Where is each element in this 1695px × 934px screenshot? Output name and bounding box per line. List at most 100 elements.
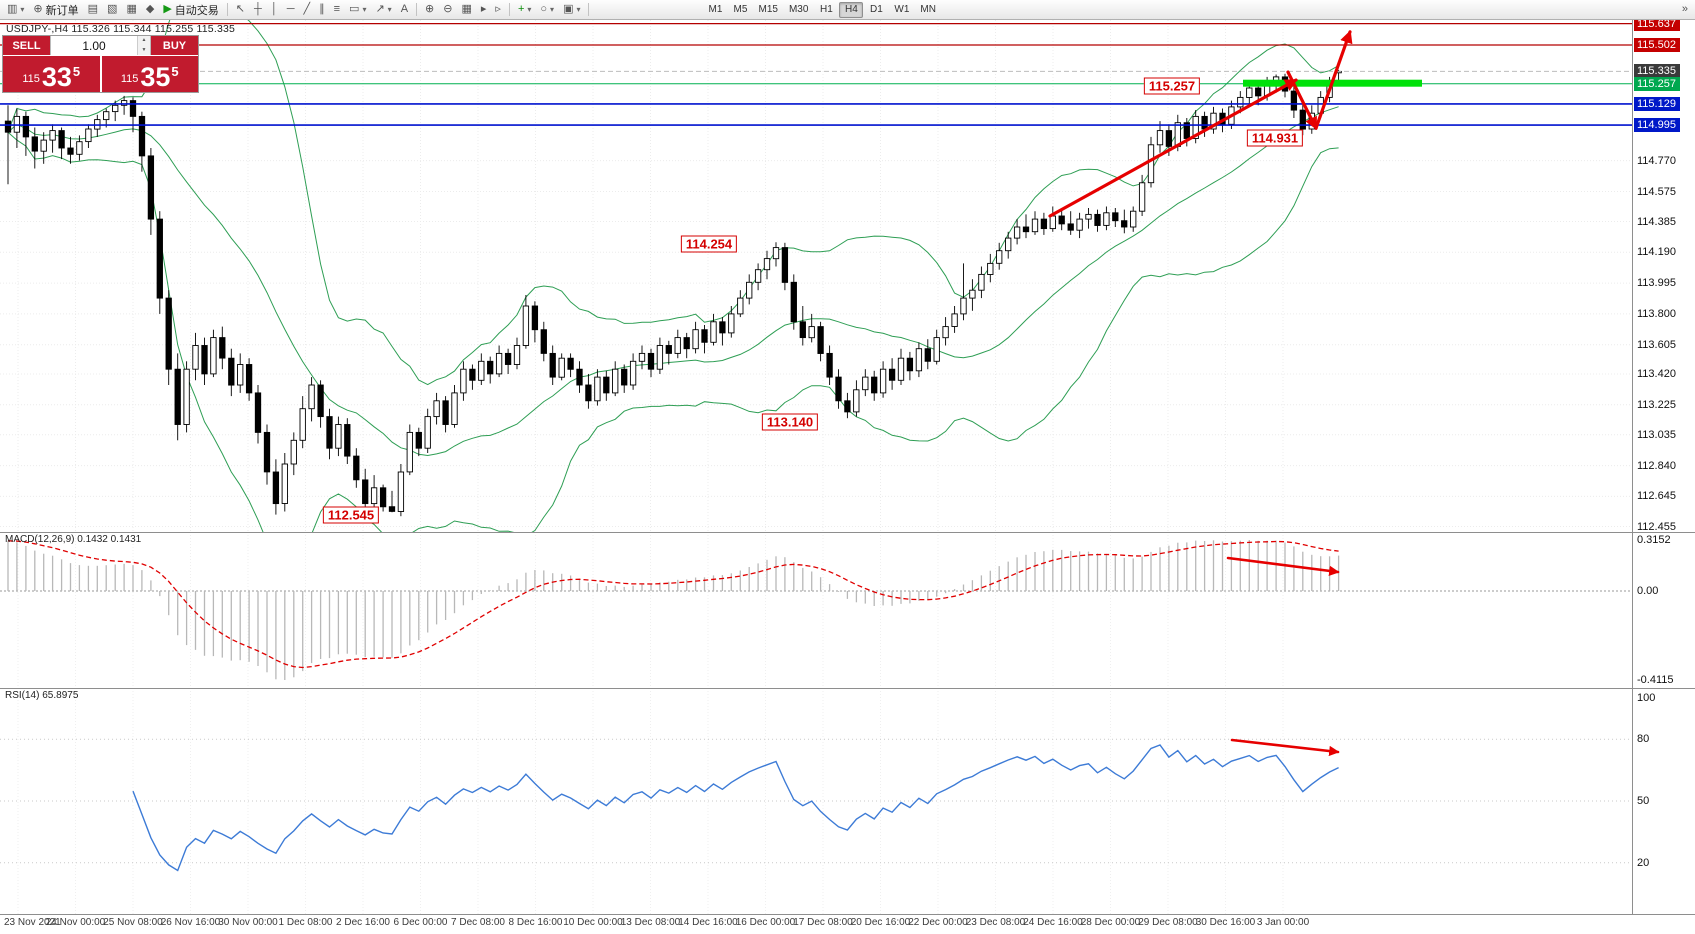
navigator-button[interactable]: ▧ [103, 1, 121, 18]
time-axis-label: 1 Dec 08:00 [278, 917, 333, 928]
horizontal-line-icon: ─ [286, 3, 295, 15]
dropdown-caret-icon[interactable]: ▾ [550, 5, 555, 14]
chart-shift-button[interactable]: ▹ [491, 1, 505, 18]
lot-size-field: 1.00 ▲ ▼ [50, 36, 151, 55]
indicator-scale-label: 80 [1637, 733, 1650, 746]
crosshair-button[interactable]: ┼ [250, 1, 266, 18]
sell-pipette: 5 [72, 64, 81, 79]
price-callout[interactable]: 115.257 [1143, 77, 1201, 95]
dropdown-caret-icon[interactable]: ▾ [20, 5, 25, 14]
toolbar-separator [416, 3, 418, 16]
auto-trading-button[interactable]: ▶ 自动交易 [159, 1, 222, 18]
dropdown-caret-icon[interactable]: ▾ [527, 5, 532, 14]
price-marker-label: 115.637 [1634, 16, 1680, 31]
panel-divider [0, 914, 1695, 915]
sell-price-button[interactable]: 115 33 5 [3, 56, 100, 92]
market-watch-icon: ▤ [87, 3, 99, 15]
trendline-icon: ╱ [303, 3, 311, 15]
timeframe-m5-button[interactable]: M5 [728, 2, 752, 18]
chart-shift-icon: ▹ [495, 3, 501, 15]
timeframe-w1-button[interactable]: W1 [889, 2, 914, 18]
timeframe-h4-button[interactable]: H4 [839, 1, 864, 18]
sell-button[interactable]: SELL [3, 36, 50, 55]
buy-price-button[interactable]: 115 35 5 [101, 56, 198, 92]
timeframe-h1-button[interactable]: H1 [814, 2, 838, 18]
template-button[interactable]: ▣ ▾ [559, 1, 584, 18]
chart-grid [0, 20, 1632, 532]
price-scale-label: 112.455 [1637, 520, 1676, 533]
main-chart-canvas [0, 20, 1632, 532]
panel-divider[interactable] [0, 532, 1695, 533]
auto-scroll-button[interactable]: ▸ [477, 1, 491, 18]
horizontal-level-lines[interactable] [0, 22, 1632, 126]
fibonacci-button[interactable]: ≡ [330, 1, 344, 18]
time-axis-label: 3 Jan 00:00 [1256, 917, 1310, 928]
more-tools-button[interactable]: » [1678, 1, 1692, 18]
buy-pips: 35 [140, 62, 171, 92]
price-scale-label: 113.225 [1637, 398, 1676, 411]
vertical-line-button[interactable]: │ [267, 1, 282, 18]
auto-trading-button-label: 自动交易 [174, 4, 219, 17]
fibonacci-icon: ≡ [333, 3, 341, 15]
auto-scroll-icon: ▸ [480, 3, 487, 15]
add-indicator-button[interactable]: + ▾ [514, 1, 535, 18]
rsi-line [132, 744, 1339, 872]
price-callout[interactable]: 112.545 [322, 506, 380, 524]
shapes-button[interactable]: ▭ ▾ [345, 1, 370, 18]
lot-size-input[interactable]: 1.00 [82, 38, 106, 53]
terminal-button[interactable]: ▦ [122, 1, 140, 18]
time-axis-label: 7 Dec 08:00 [451, 917, 505, 928]
dropdown-caret-icon[interactable]: ▾ [362, 5, 367, 14]
time-axis-label: 16 Dec 00:00 [735, 917, 796, 928]
dropdown-caret-icon[interactable]: ▾ [576, 5, 581, 14]
price-scale-label: 113.420 [1637, 368, 1676, 380]
arrows-button[interactable]: ↗ ▾ [371, 1, 395, 18]
new-chart-button[interactable]: ▥ ▾ [3, 1, 28, 18]
price-scale-label: 112.840 [1637, 459, 1676, 472]
market-watch-button[interactable]: ▤ [84, 1, 102, 18]
sell-big-figure: 115 [22, 73, 40, 85]
toolbar-separator [508, 3, 510, 16]
price-scale-border [1632, 20, 1633, 914]
timeframe-mn-button[interactable]: MN [915, 2, 941, 18]
lot-increase-button[interactable]: ▲ [138, 36, 150, 46]
indicator-scale-label: 50 [1637, 795, 1650, 807]
channel-button[interactable]: ∥ [315, 1, 329, 18]
new-order-button[interactable]: ⊕ 新订单 [29, 1, 82, 18]
price-callout[interactable]: 113.140 [761, 413, 819, 431]
cursor-button[interactable]: ↖ [232, 1, 249, 18]
macd-histogram [7, 540, 1340, 680]
macd-trend-arrow[interactable] [1226, 556, 1340, 577]
time-axis-label: 8 Dec 16:00 [508, 917, 563, 928]
price-callout[interactable]: 114.254 [680, 235, 738, 253]
dropdown-caret-icon[interactable]: ▾ [387, 5, 392, 14]
timeframe-m1-button[interactable]: M1 [703, 2, 727, 18]
time-axis-label: 26 Nov 16:00 [160, 917, 221, 928]
time-axis-label: 29 Dec 08:00 [1138, 917, 1198, 928]
text-button[interactable]: A [397, 1, 412, 18]
horizontal-line-button[interactable]: ─ [283, 1, 299, 18]
indicator-scale-label: -0.4115 [1637, 674, 1674, 686]
zoom-out-icon: ⊖ [443, 3, 453, 15]
tile-windows-button[interactable]: ▦ [457, 1, 475, 18]
lot-decrease-button[interactable]: ▼ [138, 45, 150, 55]
strategy-tester-button[interactable]: ◆ [142, 1, 158, 18]
zoom-out-button[interactable]: ⊖ [439, 1, 456, 18]
lot-spinner: ▲ ▼ [137, 36, 150, 55]
timeframe-m30-button[interactable]: M30 [784, 2, 813, 18]
timeframe-m15-button[interactable]: M15 [753, 2, 782, 18]
auto-trading-icon: ▶ [163, 3, 172, 15]
indicator-scale-label: 20 [1637, 856, 1650, 869]
zoom-in-button[interactable]: ⊕ [421, 1, 438, 18]
price-scale: 114.770 114.575 114.385 114.190 113.995 113.8… [1633, 16, 1695, 914]
rsi-canvas [0, 688, 1632, 914]
trendline-button[interactable]: ╱ [299, 1, 314, 18]
price-callout[interactable]: 114.931 [1246, 129, 1304, 147]
trend-arrows[interactable] [1048, 30, 1353, 218]
period-button[interactable]: ○ ▾ [536, 1, 558, 18]
buy-button[interactable]: BUY [151, 36, 198, 55]
rsi-trend-arrow[interactable] [1230, 738, 1340, 757]
timeframe-d1-button[interactable]: D1 [864, 2, 888, 18]
panel-divider[interactable] [0, 688, 1695, 689]
time-axis-label: 23 Dec 08:00 [965, 917, 1026, 928]
